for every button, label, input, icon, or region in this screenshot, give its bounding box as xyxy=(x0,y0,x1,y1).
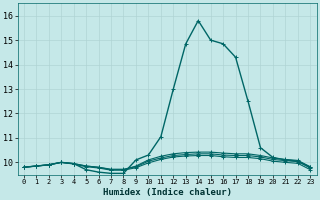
X-axis label: Humidex (Indice chaleur): Humidex (Indice chaleur) xyxy=(103,188,232,197)
